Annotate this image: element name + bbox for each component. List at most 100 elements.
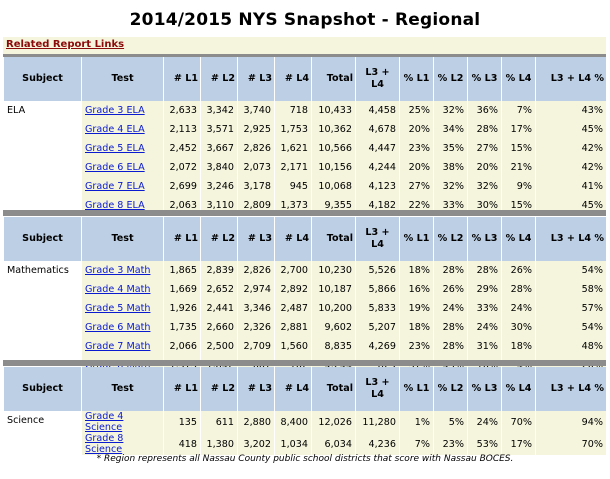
cell-pl1: 19% bbox=[399, 299, 434, 318]
test-link[interactable]: Grade 3 ELA bbox=[85, 105, 145, 116]
cell-l1: 2,113 bbox=[163, 120, 201, 139]
test-link[interactable]: Grade 4 Science bbox=[85, 411, 124, 433]
cell-l1: 2,452 bbox=[163, 139, 201, 158]
cell-l3: 2,826 bbox=[237, 261, 275, 280]
cell-l4: 2,881 bbox=[274, 318, 312, 337]
cell-l3: 3,202 bbox=[237, 433, 275, 455]
cell-pl4: 24% bbox=[501, 299, 536, 318]
test-cell: Grade 3 ELA bbox=[81, 101, 164, 120]
cell-l3l4: 11,280 bbox=[355, 411, 400, 433]
cell-l2: 611 bbox=[200, 411, 238, 433]
cell-pl4: 17% bbox=[501, 120, 536, 139]
cell-l4: 1,560 bbox=[274, 337, 312, 356]
cell-pl2: 35% bbox=[433, 139, 468, 158]
cell-pl1: 23% bbox=[399, 139, 434, 158]
subject-label: Mathematics bbox=[3, 261, 82, 375]
cell-l3: 2,880 bbox=[237, 411, 275, 433]
cell-l4: 2,171 bbox=[274, 158, 312, 177]
test-link[interactable]: Grade 5 ELA bbox=[85, 143, 145, 154]
cell-pl3l4: 70% bbox=[535, 433, 607, 455]
test-cell: Grade 8 Science bbox=[81, 433, 164, 455]
cell-pl4: 9% bbox=[501, 177, 536, 196]
test-link[interactable]: Grade 4 ELA bbox=[85, 124, 145, 135]
cell-pl4: 18% bbox=[501, 337, 536, 356]
cell-total: 8,835 bbox=[311, 337, 356, 356]
cell-pl3: 36% bbox=[467, 101, 502, 120]
test-link[interactable]: Grade 4 Math bbox=[85, 284, 151, 295]
column-header-pl1: % L1 bbox=[399, 57, 434, 101]
cell-pl3l4: 58% bbox=[535, 280, 607, 299]
test-cell: Grade 7 Math bbox=[81, 337, 164, 356]
cell-l1: 135 bbox=[163, 411, 201, 433]
column-header-l2: # L2 bbox=[200, 57, 238, 101]
cell-pl1: 7% bbox=[399, 433, 434, 455]
cell-pl3: 28% bbox=[467, 261, 502, 280]
cell-pl3: 53% bbox=[467, 433, 502, 455]
cell-pl3l4: 42% bbox=[535, 158, 607, 177]
cell-l3: 3,740 bbox=[237, 101, 275, 120]
column-header-subject: Subject bbox=[3, 57, 82, 101]
test-cell: Grade 6 Math bbox=[81, 318, 164, 337]
cell-l3: 2,326 bbox=[237, 318, 275, 337]
cell-pl3l4: 94% bbox=[535, 411, 607, 433]
cell-l1: 2,066 bbox=[163, 337, 201, 356]
column-header-l4: # L4 bbox=[274, 217, 312, 261]
cell-l2: 3,571 bbox=[200, 120, 238, 139]
cell-l1: 1,669 bbox=[163, 280, 201, 299]
test-cell: Grade 5 ELA bbox=[81, 139, 164, 158]
test-link[interactable]: Grade 8 Science bbox=[85, 433, 124, 455]
column-header-subject: Subject bbox=[3, 217, 82, 261]
test-link[interactable]: Grade 5 Math bbox=[85, 303, 151, 314]
cell-pl2: 38% bbox=[433, 158, 468, 177]
test-link[interactable]: Grade 7 Math bbox=[85, 341, 151, 352]
cell-l1: 418 bbox=[163, 433, 201, 455]
column-header-l3: # L3 bbox=[237, 367, 275, 411]
cell-pl1: 18% bbox=[399, 318, 434, 337]
test-cell: Grade 4 Math bbox=[81, 280, 164, 299]
cell-total: 10,566 bbox=[311, 139, 356, 158]
column-header-test: Test bbox=[81, 57, 164, 101]
cell-l1: 1,735 bbox=[163, 318, 201, 337]
test-link[interactable]: Grade 6 ELA bbox=[85, 162, 145, 173]
cell-pl3l4: 42% bbox=[535, 139, 607, 158]
cell-pl1: 27% bbox=[399, 177, 434, 196]
test-link[interactable]: Grade 7 ELA bbox=[85, 181, 145, 192]
test-link[interactable]: Grade 8 ELA bbox=[85, 200, 145, 211]
cell-pl3l4: 57% bbox=[535, 299, 607, 318]
cell-pl2: 34% bbox=[433, 120, 468, 139]
cell-pl4: 7% bbox=[501, 101, 536, 120]
table-row: Grade 8 Science 418 1,380 3,202 1,034 6,034 4,… bbox=[4, 433, 607, 455]
column-header-pl3l4: L3 + L4 % bbox=[535, 217, 607, 261]
test-link[interactable]: Grade 3 Math bbox=[85, 265, 151, 276]
column-header-l1: # L1 bbox=[163, 57, 201, 101]
column-header-pl2: % L2 bbox=[433, 217, 468, 261]
cell-pl4: 30% bbox=[501, 318, 536, 337]
column-header-test: Test bbox=[81, 367, 164, 411]
cell-total: 10,187 bbox=[311, 280, 356, 299]
cell-l3l4: 4,678 bbox=[355, 120, 400, 139]
section-table-ela: Subject Test # L1 # L2 # L3 # L4 Total L3 + L4%… bbox=[3, 57, 607, 215]
cell-total: 10,362 bbox=[311, 120, 356, 139]
column-header-pl4: % L4 bbox=[501, 367, 536, 411]
cell-l3l4: 4,269 bbox=[355, 337, 400, 356]
cell-l2: 3,840 bbox=[200, 158, 238, 177]
cell-pl3l4: 43% bbox=[535, 101, 607, 120]
header-row: Subject Test # L1 # L2 # L3 # L4 Total L3 + L4%… bbox=[3, 367, 607, 411]
cell-l3l4: 4,244 bbox=[355, 158, 400, 177]
related-report-links-link[interactable]: Related Report Links bbox=[6, 39, 125, 50]
header-row: Subject Test # L1 # L2 # L3 # L4 Total L3 + L4%… bbox=[3, 217, 607, 261]
cell-l2: 3,246 bbox=[200, 177, 238, 196]
cell-l2: 2,660 bbox=[200, 318, 238, 337]
column-header-l3: # L3 bbox=[237, 57, 275, 101]
table-row: Grade 4 Math 1,669 2,652 2,974 2,892 10,187 5,… bbox=[4, 280, 607, 299]
cell-l3: 3,346 bbox=[237, 299, 275, 318]
cell-l2: 3,667 bbox=[200, 139, 238, 158]
table-row: Grade 6 ELA 2,072 3,840 2,073 2,171 10,156 4,2… bbox=[4, 158, 607, 177]
cell-pl3: 27% bbox=[467, 139, 502, 158]
table-row: ELA Grade 3 ELA 2,633 3,342 3,740 718 10,433 4,… bbox=[3, 101, 607, 215]
column-header-l1: # L1 bbox=[163, 217, 201, 261]
test-link[interactable]: Grade 6 Math bbox=[85, 322, 151, 333]
column-header-pl2: % L2 bbox=[433, 57, 468, 101]
cell-l3l4: 4,458 bbox=[355, 101, 400, 120]
cell-pl1: 20% bbox=[399, 158, 434, 177]
